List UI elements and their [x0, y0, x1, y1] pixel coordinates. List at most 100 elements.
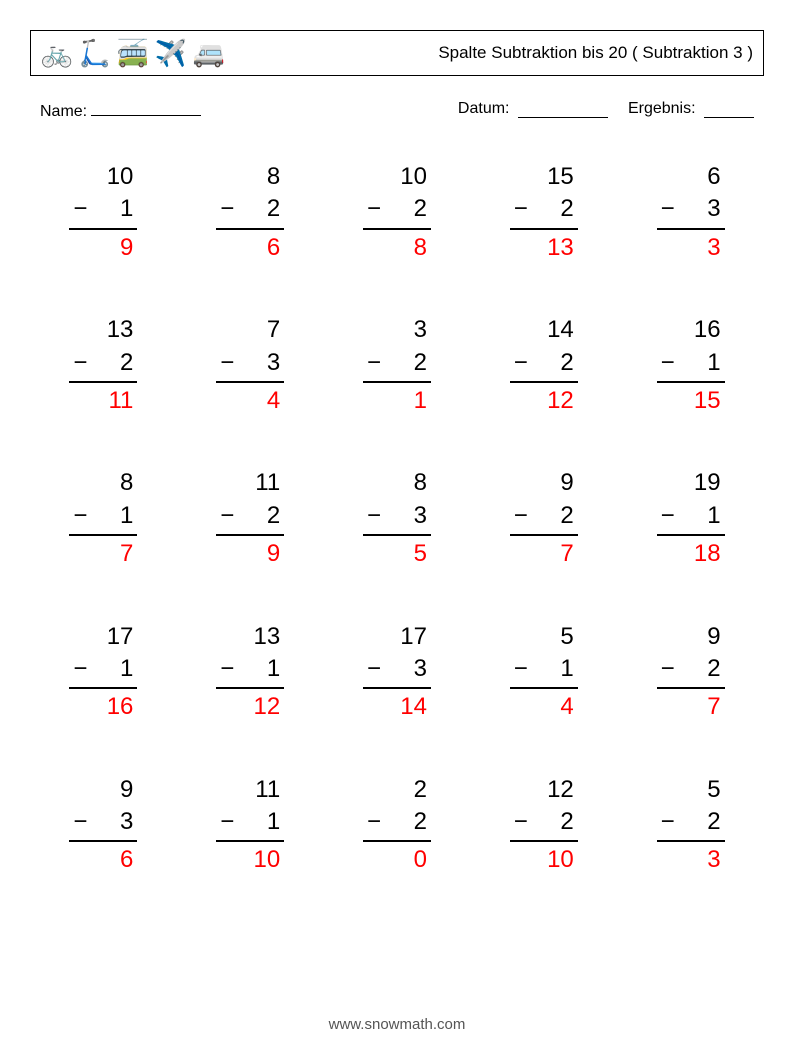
- name-blank: [91, 100, 201, 116]
- subtrahend: 2: [267, 500, 280, 532]
- subtrahend: 2: [560, 500, 573, 532]
- subtrahend-row: −3: [363, 653, 431, 689]
- subtrahend-row: −3: [69, 806, 137, 842]
- subtrahend-row: −1: [216, 653, 284, 689]
- minuend: 12: [510, 774, 578, 806]
- subtrahend-row: −1: [69, 653, 137, 689]
- minus-sign: −: [661, 806, 675, 838]
- subtrahend-row: −1: [69, 193, 137, 229]
- minus-sign: −: [73, 347, 87, 379]
- minus-sign: −: [661, 347, 675, 379]
- subtraction-problem: 12−210: [510, 774, 578, 877]
- subtraction-problem: 15−213: [510, 161, 578, 264]
- subtrahend-row: −2: [363, 193, 431, 229]
- subtraction-problem: 8−35: [363, 467, 431, 570]
- bicycle-icon: 🚲: [41, 37, 73, 69]
- answer: 16: [69, 689, 137, 723]
- subtrahend-row: −2: [216, 500, 284, 536]
- minus-sign: −: [73, 653, 87, 685]
- header-bar: 🚲🛴🚎✈️🚐 Spalte Subtraktion bis 20 ( Subtr…: [30, 30, 764, 76]
- minus-sign: −: [73, 806, 87, 838]
- subtrahend-row: −2: [657, 806, 725, 842]
- minuend: 8: [216, 161, 284, 193]
- answer: 14: [363, 689, 431, 723]
- minuend: 5: [657, 774, 725, 806]
- subtrahend-row: −2: [510, 347, 578, 383]
- minus-sign: −: [514, 653, 528, 685]
- subtrahend-row: −2: [363, 806, 431, 842]
- minuend: 6: [657, 161, 725, 193]
- minus-sign: −: [220, 500, 234, 532]
- minuend: 9: [657, 621, 725, 653]
- subtraction-problem: 9−36: [69, 774, 137, 877]
- subtrahend: 2: [560, 193, 573, 225]
- answer: 9: [216, 536, 284, 570]
- subtraction-problem: 9−2 7: [657, 621, 725, 724]
- answer: 7: [510, 536, 578, 570]
- subtrahend: 1: [120, 653, 133, 685]
- date-field: Datum:: [458, 100, 608, 118]
- answer: 1: [363, 383, 431, 417]
- subtraction-problem: 9−27: [510, 467, 578, 570]
- subtraction-problem: 2−20: [363, 774, 431, 877]
- subtrahend-row: −1: [657, 500, 725, 536]
- subtrahend: 1: [267, 653, 280, 685]
- subtrahend-row: −2: [510, 500, 578, 536]
- minuend: 15: [510, 161, 578, 193]
- subtrahend-row: −2: [363, 347, 431, 383]
- subtrahend-row: −1: [216, 806, 284, 842]
- minus-sign: −: [661, 653, 675, 685]
- subtraction-problem: 14−212: [510, 314, 578, 417]
- subtrahend: 2: [267, 193, 280, 225]
- minuend: 11: [216, 467, 284, 499]
- minuend: 8: [69, 467, 137, 499]
- minuend: 9: [510, 467, 578, 499]
- result-blank: [704, 102, 754, 118]
- minuend: 10: [69, 161, 137, 193]
- answer: 15: [657, 383, 725, 417]
- subtrahend: 3: [414, 500, 427, 532]
- subtraction-problem: 17−116: [69, 621, 137, 724]
- subtrahend: 1: [707, 500, 720, 532]
- minuend: 8: [363, 467, 431, 499]
- subtrahend: 2: [707, 653, 720, 685]
- header-icons: 🚲🛴🚎✈️🚐: [41, 37, 225, 69]
- minuend: 13: [216, 621, 284, 653]
- subtrahend: 1: [707, 347, 720, 379]
- subtrahend: 2: [560, 806, 573, 838]
- minus-sign: −: [514, 347, 528, 379]
- minus-sign: −: [367, 500, 381, 532]
- info-row: Name: Datum: Ergebnis:: [30, 100, 764, 121]
- scooter-icon: 🛴: [79, 37, 111, 69]
- subtraction-problem: 8− 2 6: [216, 161, 284, 264]
- minus-sign: −: [367, 653, 381, 685]
- page-container: 🚲🛴🚎✈️🚐 Spalte Subtraktion bis 20 ( Subtr…: [30, 30, 764, 973]
- answer: 11: [69, 383, 137, 417]
- answer: 7: [657, 689, 725, 723]
- minus-sign: −: [220, 193, 234, 225]
- subtraction-problem: 13−112: [216, 621, 284, 724]
- answer: 6: [216, 230, 284, 264]
- subtrahend-row: −2: [69, 347, 137, 383]
- date-label: Datum:: [458, 100, 510, 117]
- minuend: 10: [363, 161, 431, 193]
- minuend: 16: [657, 314, 725, 346]
- answer: 12: [216, 689, 284, 723]
- worksheet-title: Spalte Subtraktion bis 20 ( Subtraktion …: [438, 43, 753, 63]
- subtraction-problem: 5−14: [510, 621, 578, 724]
- subtrahend: 1: [120, 193, 133, 225]
- minuend: 19: [657, 467, 725, 499]
- subtrahend: 2: [414, 806, 427, 838]
- name-label: Name:: [40, 103, 87, 121]
- problems-grid: 10−198−2610−2815−2136−3313−2117−343−2114…: [30, 161, 764, 877]
- subtraction-problem: 13−211: [69, 314, 137, 417]
- subtrahend: 3: [707, 193, 720, 225]
- subtraction-problem: 10−28: [363, 161, 431, 264]
- minus-sign: −: [73, 500, 87, 532]
- answer: 12: [510, 383, 578, 417]
- minuend: 5: [510, 621, 578, 653]
- minus-sign: −: [220, 653, 234, 685]
- answer: 10: [510, 842, 578, 876]
- subtrahend-row: −2: [510, 806, 578, 842]
- subtrahend-row: −1: [510, 653, 578, 689]
